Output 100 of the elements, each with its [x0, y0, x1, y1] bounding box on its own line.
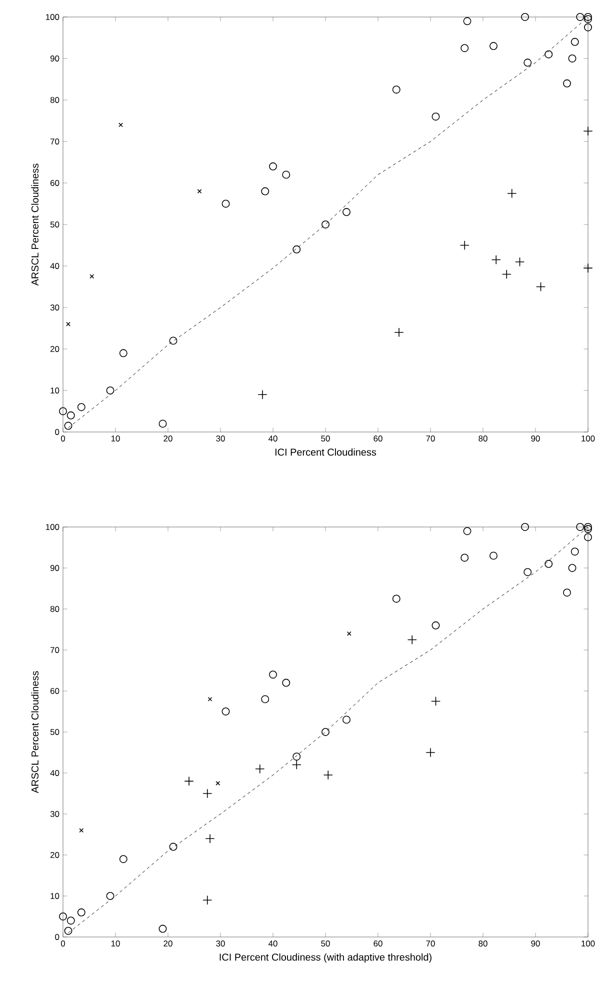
y-tick-label: 10 — [50, 893, 60, 899]
y-tick-label: 60 — [50, 688, 60, 694]
point — [544, 560, 553, 568]
x-tick-label: 20 — [164, 436, 172, 442]
y-tick-label: 80 — [50, 96, 60, 103]
point — [521, 13, 529, 21]
point — [169, 336, 178, 345]
x-tick-label: 10 — [111, 940, 120, 946]
x-axis-title: ICI Percent Cloudiness — [275, 448, 376, 456]
point — [568, 564, 576, 572]
point — [222, 708, 230, 716]
y-axis-title: ARSCL Percent Cloudiness — [31, 164, 39, 286]
point — [322, 220, 330, 228]
point — [269, 162, 277, 170]
y-tick-label: 100 — [46, 524, 60, 530]
point — [430, 696, 441, 706]
point — [292, 752, 301, 761]
point — [197, 189, 202, 194]
y-tick-label: 20 — [50, 346, 60, 352]
y-tick-label: 90 — [50, 565, 60, 571]
point — [205, 834, 215, 844]
y-tick-label: 40 — [50, 262, 60, 269]
point — [432, 112, 440, 121]
point — [584, 533, 592, 542]
point — [261, 187, 270, 196]
point — [269, 670, 277, 679]
point — [584, 525, 592, 534]
y-tick-label: 50 — [50, 729, 60, 735]
point — [90, 274, 94, 279]
point — [255, 764, 265, 774]
x-tick-label: 30 — [216, 436, 225, 442]
point — [77, 908, 86, 916]
x-tick-label: 50 — [321, 436, 330, 442]
y-tick-label: 90 — [50, 55, 60, 62]
point — [502, 270, 512, 280]
x-tick-label: 40 — [268, 940, 278, 946]
point — [64, 926, 72, 935]
point — [322, 728, 330, 736]
point — [79, 828, 84, 833]
point — [432, 621, 440, 630]
point — [407, 634, 417, 645]
point — [64, 422, 72, 430]
point — [282, 678, 290, 687]
point — [394, 328, 404, 338]
y-tick-label: 10 — [50, 388, 60, 394]
y-tick-label: 20 — [50, 852, 60, 858]
y-tick-label: 70 — [50, 647, 60, 653]
point — [118, 122, 123, 128]
point — [570, 548, 579, 556]
point — [491, 254, 501, 265]
point — [524, 58, 532, 67]
point — [158, 924, 167, 933]
point — [521, 523, 529, 531]
y-tick-label: 100 — [46, 14, 60, 20]
y-axis-title: ARSCL Percent Cloudiness — [31, 671, 39, 794]
point — [216, 781, 220, 786]
point — [392, 86, 400, 94]
point — [323, 770, 333, 780]
point — [524, 568, 532, 576]
point — [106, 892, 114, 900]
y-tick-label: 0 — [55, 428, 60, 435]
point — [583, 263, 593, 273]
x-tick-label: 100 — [582, 940, 595, 946]
point — [222, 200, 230, 208]
point — [490, 552, 498, 560]
point — [583, 126, 593, 136]
point — [261, 695, 270, 704]
x-tick-label: 40 — [268, 436, 278, 442]
point — [563, 79, 571, 88]
point — [77, 403, 86, 412]
point — [158, 420, 167, 428]
point — [292, 760, 302, 770]
x-tick-label: 0 — [60, 940, 66, 946]
point — [208, 696, 212, 702]
x-tick-label: 60 — [374, 940, 382, 946]
point — [514, 257, 525, 267]
x-tick-label: 90 — [531, 436, 540, 442]
x-tick-label: 50 — [321, 940, 330, 946]
y-tick-label: 0 — [55, 934, 60, 940]
y-tick-label: 40 — [50, 770, 60, 776]
point — [426, 748, 436, 758]
point — [568, 54, 576, 62]
point — [169, 842, 178, 851]
point — [292, 245, 301, 254]
line-series — [68, 526, 588, 934]
point — [184, 776, 194, 786]
point — [346, 631, 352, 636]
point — [66, 916, 75, 925]
point — [584, 15, 592, 24]
point — [570, 38, 579, 46]
point — [202, 895, 212, 905]
point — [584, 23, 592, 32]
point — [490, 42, 498, 50]
point — [202, 788, 212, 798]
point — [584, 13, 592, 21]
point — [507, 188, 517, 198]
x-tick-label: 20 — [164, 940, 172, 946]
x-tick-label: 30 — [216, 940, 225, 946]
point — [258, 390, 268, 400]
x-tick-label: 90 — [531, 940, 540, 946]
